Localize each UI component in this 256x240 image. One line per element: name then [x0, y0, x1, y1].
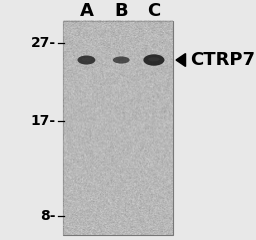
Ellipse shape	[81, 58, 91, 61]
Text: 27-: 27-	[31, 36, 56, 50]
Text: 8-: 8-	[40, 209, 56, 223]
Ellipse shape	[143, 54, 164, 66]
Ellipse shape	[113, 56, 130, 64]
Text: A: A	[80, 2, 93, 20]
Text: B: B	[114, 2, 128, 20]
Ellipse shape	[148, 57, 160, 61]
Text: 17-: 17-	[31, 114, 56, 128]
Bar	[63, 21, 173, 235]
Ellipse shape	[78, 55, 95, 65]
Ellipse shape	[116, 58, 126, 60]
Text: C: C	[147, 2, 161, 20]
Text: CTRP7: CTRP7	[190, 51, 255, 69]
Polygon shape	[176, 54, 186, 66]
